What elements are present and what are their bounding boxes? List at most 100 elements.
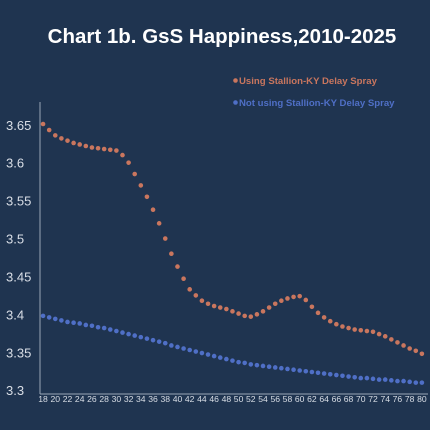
data-point bbox=[315, 370, 321, 376]
x-tick-label: 36 bbox=[148, 394, 158, 404]
data-point bbox=[126, 160, 131, 165]
data-point bbox=[120, 152, 125, 158]
data-point bbox=[181, 346, 186, 351]
y-tick-label: 3.55 bbox=[6, 194, 31, 209]
x-tick-label: 80 bbox=[417, 394, 427, 404]
chart-legend: Using Stallion-KY Delay Spray Not using S… bbox=[233, 76, 395, 109]
x-axis-ticks: 18 20 22 24 26 28 30 32 34 36 38 40 42 44 46 48 50 52 54 56… bbox=[38, 394, 427, 404]
y-tick-label: 3.65 bbox=[6, 118, 31, 133]
data-point bbox=[334, 372, 339, 378]
data-point bbox=[83, 143, 89, 149]
data-point bbox=[199, 350, 205, 356]
x-tick-label: 56 bbox=[270, 394, 280, 404]
data-point bbox=[144, 336, 150, 341]
data-point bbox=[46, 315, 52, 320]
data-point bbox=[236, 359, 241, 365]
data-point bbox=[260, 363, 266, 369]
data-point bbox=[120, 330, 125, 335]
data-point bbox=[248, 362, 254, 367]
data-point bbox=[187, 287, 192, 292]
data-point bbox=[193, 349, 199, 354]
y-tick-label: 3.6 bbox=[6, 156, 24, 171]
x-tick-label: 66 bbox=[332, 394, 342, 404]
data-point bbox=[303, 297, 309, 303]
data-point bbox=[352, 375, 357, 380]
data-points bbox=[40, 121, 425, 385]
x-tick-label: 38 bbox=[160, 394, 170, 404]
data-point bbox=[376, 331, 382, 337]
data-point bbox=[382, 377, 388, 382]
data-point bbox=[395, 378, 400, 384]
x-tick-label: 74 bbox=[380, 394, 390, 404]
data-point bbox=[175, 344, 180, 350]
data-point bbox=[242, 313, 247, 319]
data-point bbox=[285, 296, 290, 301]
data-point bbox=[169, 343, 174, 348]
data-point bbox=[260, 309, 266, 314]
x-tick-label: 70 bbox=[356, 394, 366, 404]
data-point bbox=[352, 327, 357, 332]
data-point bbox=[340, 373, 345, 379]
data-point bbox=[230, 358, 235, 363]
data-point bbox=[376, 377, 382, 382]
data-point bbox=[169, 251, 174, 256]
data-point bbox=[217, 305, 223, 310]
data-point bbox=[413, 380, 419, 385]
data-point bbox=[358, 375, 364, 381]
x-tick-label: 42 bbox=[185, 394, 195, 404]
data-point bbox=[95, 324, 101, 330]
data-point bbox=[419, 351, 425, 357]
data-point bbox=[162, 340, 168, 346]
data-point bbox=[52, 133, 58, 138]
data-point bbox=[248, 314, 254, 319]
data-point bbox=[101, 146, 107, 152]
data-point bbox=[156, 339, 162, 344]
data-point bbox=[224, 306, 229, 312]
data-point bbox=[236, 311, 241, 316]
data-point bbox=[144, 194, 150, 200]
data-point bbox=[150, 207, 156, 212]
data-point bbox=[156, 221, 162, 226]
data-point bbox=[138, 183, 144, 188]
data-point bbox=[83, 322, 89, 328]
x-tick-label: 30 bbox=[112, 394, 122, 404]
x-tick-label: 34 bbox=[136, 394, 146, 404]
data-point bbox=[389, 378, 394, 383]
data-point bbox=[297, 293, 302, 299]
data-point bbox=[413, 348, 419, 354]
data-point bbox=[114, 148, 119, 153]
data-point bbox=[211, 303, 217, 309]
legend-marker bbox=[233, 100, 238, 105]
data-point bbox=[114, 328, 119, 334]
data-point bbox=[266, 364, 272, 370]
y-tick-label: 3.45 bbox=[6, 269, 31, 284]
data-point bbox=[407, 346, 412, 351]
x-tick-label: 48 bbox=[222, 394, 232, 404]
data-point bbox=[364, 375, 370, 381]
data-point bbox=[199, 298, 205, 304]
data-point bbox=[89, 145, 95, 150]
data-point bbox=[327, 318, 333, 324]
data-point bbox=[107, 327, 113, 332]
data-point bbox=[193, 293, 199, 298]
data-point bbox=[132, 333, 138, 338]
data-point bbox=[132, 171, 138, 177]
x-tick-label: 52 bbox=[246, 394, 256, 404]
data-point bbox=[291, 367, 296, 373]
data-point bbox=[89, 323, 95, 329]
legend-marker bbox=[233, 78, 238, 83]
data-point bbox=[65, 319, 70, 325]
x-tick-label: 46 bbox=[209, 394, 219, 404]
data-point bbox=[211, 353, 217, 359]
data-point bbox=[321, 371, 327, 376]
legend-label: Using Stallion-KY Delay Spray bbox=[239, 76, 378, 87]
data-point bbox=[150, 337, 156, 343]
data-point bbox=[175, 264, 180, 269]
data-point bbox=[101, 325, 107, 331]
data-point bbox=[217, 355, 223, 360]
data-point bbox=[187, 347, 192, 353]
data-point bbox=[401, 343, 406, 348]
